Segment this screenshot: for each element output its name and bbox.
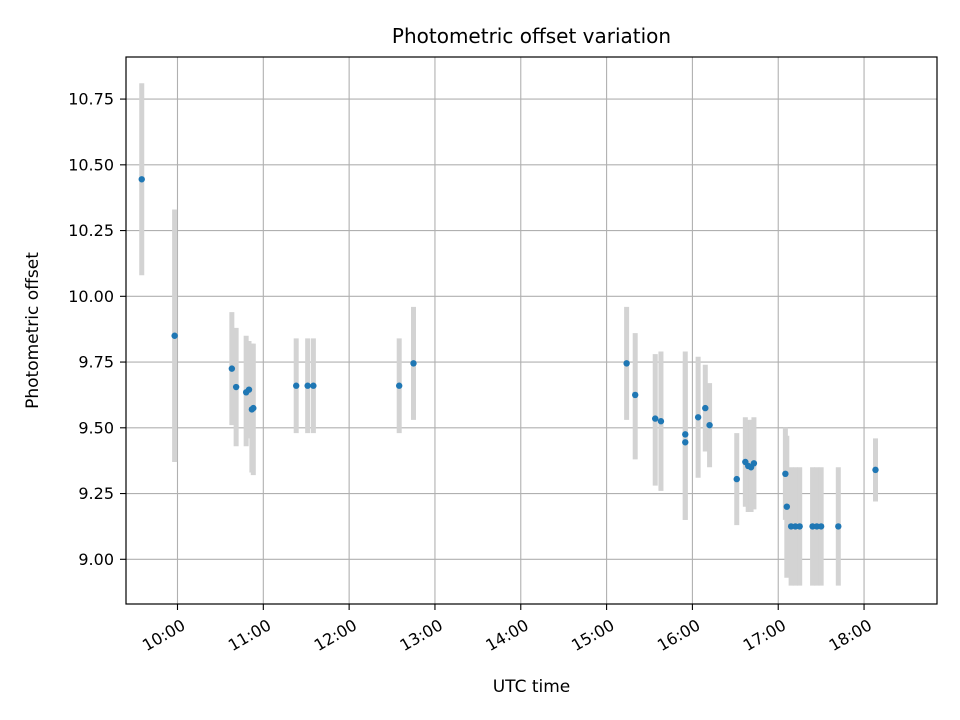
chart-title: Photometric offset variation	[392, 24, 671, 48]
data-point	[652, 415, 659, 422]
data-point	[872, 466, 879, 474]
y-tick-label: 10.75	[68, 90, 114, 109]
data-point	[171, 332, 178, 339]
data-point	[817, 523, 825, 530]
data-point	[138, 176, 145, 183]
data-points	[138, 176, 879, 530]
y-tick-label: 10.50	[68, 155, 114, 174]
data-point	[783, 503, 791, 510]
plot-area-frame	[125, 56, 938, 605]
data-point	[250, 404, 257, 412]
data-point	[796, 523, 803, 530]
data-point	[750, 460, 758, 467]
y-tick-label: 9.00	[78, 550, 114, 569]
data-point	[694, 414, 702, 421]
data-point	[293, 382, 300, 389]
data-point	[395, 382, 403, 389]
data-point	[682, 439, 689, 446]
data-point	[702, 404, 709, 412]
data-point	[245, 386, 253, 393]
data-point	[304, 382, 311, 389]
data-point	[232, 383, 240, 391]
data-point	[410, 360, 417, 367]
data-point	[631, 391, 639, 399]
y-tick-label: 10.00	[68, 287, 114, 306]
y-tick-label: 9.25	[78, 484, 114, 503]
data-point	[835, 523, 842, 530]
y-tick-label: 9.50	[78, 418, 114, 437]
y-tick-label: 10.25	[68, 221, 114, 240]
data-point	[733, 475, 740, 483]
x-axis-label: UTC time	[493, 677, 571, 697]
y-tick-label: 9.75	[78, 353, 114, 372]
y-axis-label: Photometric offset	[23, 252, 43, 409]
data-point	[228, 365, 236, 372]
y-axis-ticks: 9.00 9.25 9.50 9.75 10.00 10.25 10.50 10.75	[68, 90, 126, 569]
data-point	[706, 421, 713, 429]
data-point	[623, 360, 630, 367]
data-point	[657, 418, 665, 425]
data-point	[310, 382, 317, 389]
data-point	[782, 470, 789, 478]
data-point	[682, 431, 689, 438]
